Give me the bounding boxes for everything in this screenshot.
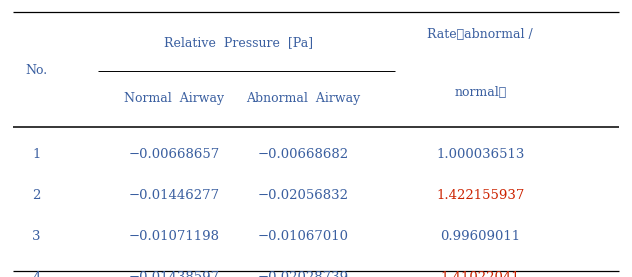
Text: Rate（abnormal /: Rate（abnormal / bbox=[427, 28, 533, 41]
Text: −0.01446277: −0.01446277 bbox=[128, 189, 219, 202]
Text: Relative  Pressure  [Pa]: Relative Pressure [Pa] bbox=[164, 37, 313, 49]
Text: −0.01067010: −0.01067010 bbox=[258, 230, 349, 243]
Text: −0.02028739: −0.02028739 bbox=[258, 271, 349, 277]
Text: 0.99609011: 0.99609011 bbox=[441, 230, 520, 243]
Text: 3: 3 bbox=[32, 230, 41, 243]
Text: Abnormal  Airway: Abnormal Airway bbox=[246, 92, 360, 105]
Text: Normal  Airway: Normal Airway bbox=[124, 92, 224, 105]
Text: 1: 1 bbox=[32, 148, 41, 161]
Text: normal）: normal） bbox=[454, 86, 506, 99]
Text: 1.41022041: 1.41022041 bbox=[441, 271, 520, 277]
Text: −0.01438597: −0.01438597 bbox=[128, 271, 219, 277]
Text: No.: No. bbox=[25, 64, 48, 77]
Text: 2: 2 bbox=[32, 189, 41, 202]
Text: 1.422155937: 1.422155937 bbox=[436, 189, 525, 202]
Text: −0.00668682: −0.00668682 bbox=[258, 148, 349, 161]
Text: −0.02056832: −0.02056832 bbox=[258, 189, 349, 202]
Text: −0.00668657: −0.00668657 bbox=[128, 148, 219, 161]
Text: 1.000036513: 1.000036513 bbox=[436, 148, 525, 161]
Text: 4: 4 bbox=[32, 271, 41, 277]
Text: −0.01071198: −0.01071198 bbox=[128, 230, 219, 243]
